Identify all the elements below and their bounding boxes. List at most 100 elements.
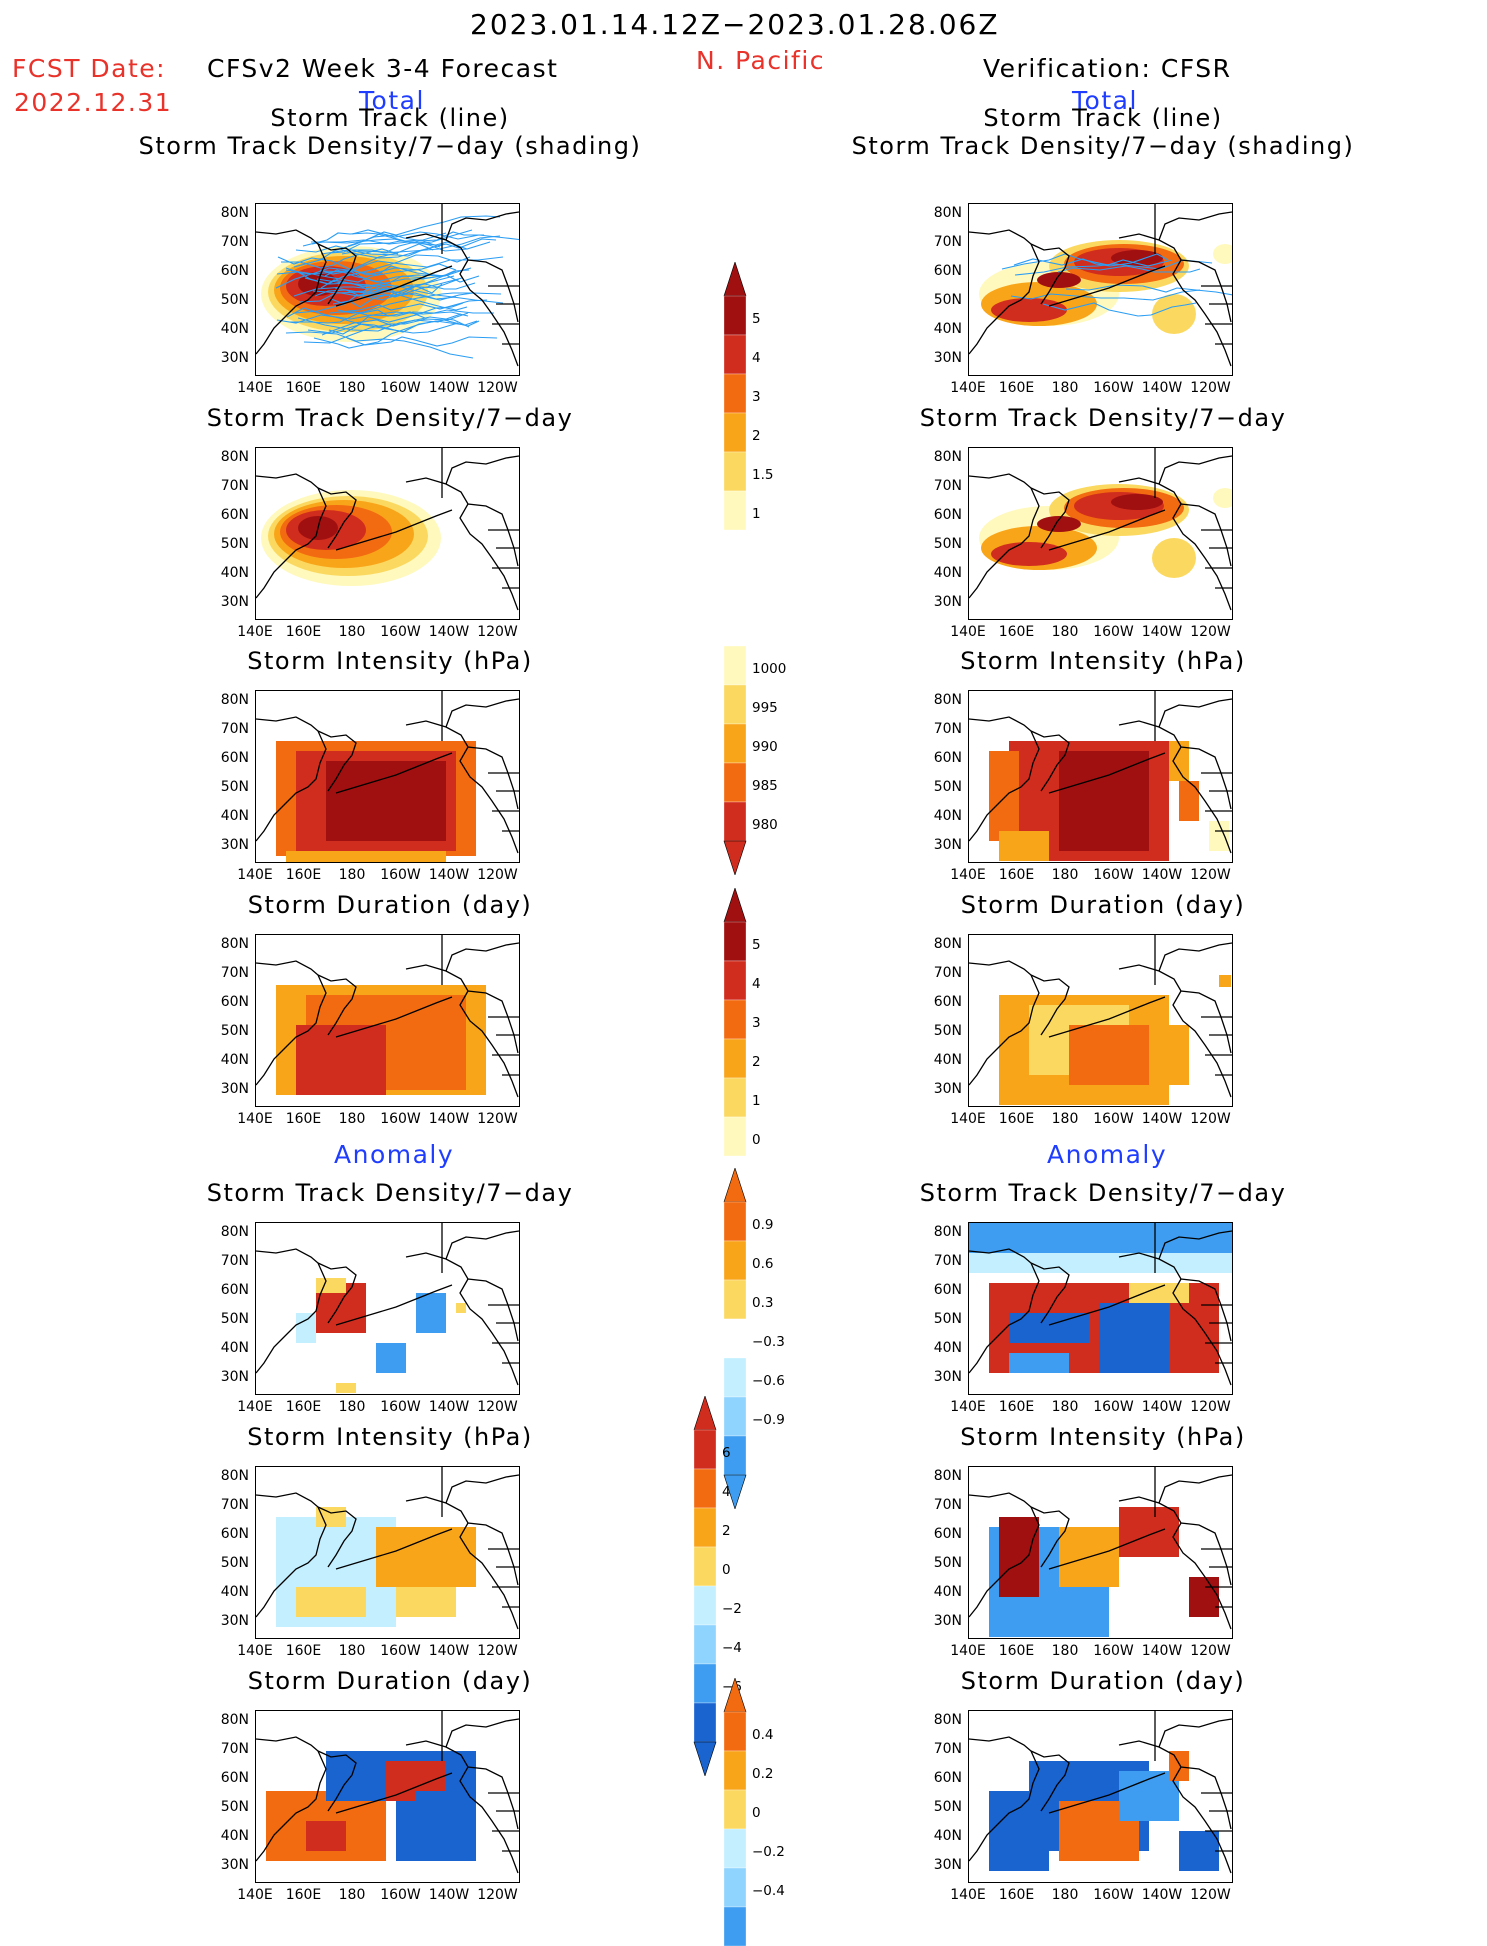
colorbar-top-arrow (723, 1168, 747, 1203)
colorbar-segment (723, 1318, 747, 1359)
dens-anom-cell-4 (1099, 1303, 1169, 1373)
colorbar-segment (723, 334, 747, 375)
lon-tick-label: 160W (380, 1111, 421, 1127)
lat-tick-label: 50N (220, 1023, 249, 1039)
lat-tick-label: 70N (220, 965, 249, 981)
left-column-title: CFSv2 Week 3-4 Forecast (207, 54, 559, 83)
density-blob-4 (991, 298, 1067, 322)
colorbar-top-arrow (693, 1396, 717, 1431)
lon-tick-label: 140E (950, 624, 986, 640)
colorbar-density_anom (723, 1168, 747, 1509)
lat-tick-label: 80N (933, 1468, 962, 1484)
colorbar-tick-label: 2 (752, 428, 761, 444)
lat-tick-label: 70N (220, 234, 249, 250)
storm-track-line (346, 336, 498, 347)
lat-tick-label: 60N (220, 994, 249, 1010)
coastline (256, 1467, 519, 1630)
intensity-cell-1 (1059, 751, 1149, 851)
int-anom-cell-1 (999, 1517, 1039, 1597)
colorbar-segment (723, 1789, 747, 1830)
lon-tick-label: 120W (1190, 1887, 1231, 1903)
lon-tick-label: 140E (950, 867, 986, 883)
map-panel-left-duration (255, 934, 520, 1107)
colorbar-segment (723, 1711, 747, 1752)
colorbar-tick-label: 0 (752, 1805, 761, 1821)
dens-anom-cell-4 (416, 1293, 446, 1333)
colorbar-tick-label: 995 (752, 700, 778, 716)
density-blob-7 (1037, 516, 1081, 532)
lon-tick-label: 180 (1051, 1111, 1079, 1127)
coastline-segment-3 (405, 1252, 519, 1342)
right-anomaly-label: Anomaly (1047, 1140, 1168, 1169)
coastline-segment-4 (1158, 1230, 1232, 1260)
coastline-segment-1 (317, 487, 357, 549)
colorbar-segment (723, 1396, 747, 1437)
colorbar-tick-label: −0.2 (752, 1844, 785, 1860)
lat-tick-label: 70N (933, 1497, 962, 1513)
map-svg (969, 1711, 1232, 1874)
coastline-segment-1 (1030, 974, 1070, 1036)
lon-tick-label: 160W (1093, 1111, 1134, 1127)
coastline-segment-3 (405, 477, 519, 567)
lon-tick-label: 160E (285, 1643, 322, 1659)
colorbar-bottom-arrow (723, 840, 747, 875)
colorbar-segment (723, 960, 747, 1001)
colorbar-segment (723, 1116, 747, 1156)
coastline-segment-3 (405, 1740, 519, 1830)
colorbar-tick-label: −0.3 (752, 1334, 785, 1350)
dens-anom-cell-6 (336, 1383, 356, 1393)
coastline-segment-3 (1118, 1496, 1232, 1586)
colorbar-tick-label: 1.5 (752, 467, 774, 483)
colorbar-density_total (723, 262, 747, 530)
coastline-segment-4 (445, 1230, 519, 1260)
coastline-segment-2 (1048, 1284, 1166, 1326)
storm-track-line (1065, 284, 1232, 296)
colorbar-bottom-arrow (693, 1741, 717, 1776)
lon-tick-label: 160W (380, 1643, 421, 1659)
dur-anom-cell-5 (306, 1821, 346, 1851)
lat-tick-label: 50N (220, 779, 249, 795)
region-title: N. Pacific (696, 46, 826, 75)
storm-track-line (316, 278, 468, 311)
lon-tick-label: 140W (428, 624, 470, 640)
panel-title-density: Storm Track Density/7−day (206, 404, 574, 432)
storm-track-line (321, 313, 462, 336)
fcst-date-value: 2022.12.31 (14, 88, 173, 117)
coastline-segment-0 (969, 473, 1040, 599)
map-svg (969, 935, 1232, 1105)
dens-anom-cell-0 (296, 1313, 316, 1343)
map-panel-right-int_anom (968, 1466, 1233, 1639)
colorbar-segment (693, 1546, 717, 1587)
coastline-segment-0 (256, 473, 327, 599)
lat-tick-label: 40N (933, 1828, 962, 1844)
lon-tick-label: 140E (237, 380, 273, 396)
lon-tick-label: 180 (338, 1399, 366, 1415)
right-column-title: Verification: CFSR (983, 54, 1232, 83)
lat-tick-label: 50N (220, 1799, 249, 1815)
coastline-segment-4 (1158, 455, 1232, 485)
colorbar-tick-label: 4 (752, 350, 761, 366)
lon-tick-label: 180 (1051, 380, 1079, 396)
storm-track-line (334, 285, 502, 301)
lon-tick-label: 180 (338, 1111, 366, 1127)
colorbar-tick-label: 1000 (752, 661, 787, 677)
lat-tick-label: 40N (220, 1584, 249, 1600)
lon-tick-label: 140W (1141, 1111, 1183, 1127)
lon-tick-label: 140E (237, 1399, 273, 1415)
lat-tick-label: 80N (933, 692, 962, 708)
colorbar-intensity_anom (693, 1396, 717, 1776)
coastline-segment-5 (459, 1278, 519, 1386)
panel-title-duration: Storm Duration (day) (960, 891, 1246, 919)
coastline-segment-2 (335, 1284, 453, 1326)
lat-tick-label: 80N (933, 449, 962, 465)
coastline-segment-5 (1172, 990, 1232, 1098)
map-svg (256, 1711, 519, 1874)
coastline-segment-0 (256, 1248, 327, 1374)
colorbar-segment (723, 295, 747, 336)
lat-tick-label: 80N (220, 692, 249, 708)
lon-tick-label: 140W (428, 867, 470, 883)
lat-tick-label: 40N (220, 1052, 249, 1068)
colorbar-segment (723, 1201, 747, 1242)
density-blob-9 (1213, 244, 1232, 264)
panel-title-density: Storm Track Density/7−day (919, 1179, 1287, 1207)
